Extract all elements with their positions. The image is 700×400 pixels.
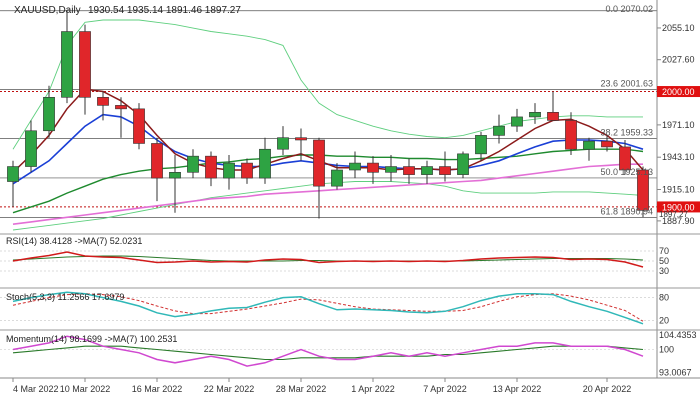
momentum-panel: Momentum(14) 98.1699 ->MA(7) 100.2531 10… xyxy=(0,329,700,378)
candle-body-23 xyxy=(421,166,433,175)
candle-body-16 xyxy=(295,137,307,141)
fib-label-23-6: 23.6 2001.63 xyxy=(600,79,653,89)
candle-body-30 xyxy=(547,112,559,121)
candle-body-9 xyxy=(169,172,181,179)
ma-long-line xyxy=(12,163,643,225)
momentum-tick-100: 100 xyxy=(659,345,674,355)
rsi-line xyxy=(12,251,644,268)
candle-body-14 xyxy=(259,148,271,179)
bollinger-lower xyxy=(12,181,644,231)
x-tick-label-0: 4 Mar 2022 xyxy=(13,384,59,394)
momentum-tick-high: 104.4353 xyxy=(659,330,697,340)
x-tick-label-6: 7 Apr 2022 xyxy=(423,384,467,394)
fib-label-38-2: 38.2 1959.33 xyxy=(600,127,653,137)
rsi-tick-30: 30 xyxy=(659,266,669,276)
price-tick-label-5: 1915.10 xyxy=(662,185,695,195)
candle-body-0 xyxy=(7,166,19,182)
stoch-k-line xyxy=(12,291,644,325)
candle-body-29 xyxy=(529,112,541,118)
price-tag-1900-text: 1900.00 xyxy=(662,202,695,212)
candle-body-15 xyxy=(277,137,289,150)
rsi-label: RSI(14) 38.4128 ->MA(7) 52.0231 xyxy=(6,236,142,246)
candle-body-3 xyxy=(61,31,73,98)
price-tag-2000-text: 2000.00 xyxy=(662,87,695,97)
fib-label-0: 0.0 2070.02 xyxy=(605,4,653,14)
candle-body-25 xyxy=(457,153,469,175)
ma-slow-line xyxy=(12,148,644,214)
candle-body-18 xyxy=(331,169,343,187)
price-axis: 2055.102027.601999.351971.101943.101915.… xyxy=(656,0,700,378)
candle-body-5 xyxy=(97,97,109,106)
stoch-tick-80: 80 xyxy=(659,293,669,303)
stoch-label: Stoch(5,3,3) 11.2566 17.6979 xyxy=(6,292,124,302)
fib-label-50: 50.0 1925.13 xyxy=(600,167,653,177)
ohlc-readout: 1930.54 1935.14 1891.46 1897.27 xyxy=(88,5,241,16)
rsi-tick-50: 50 xyxy=(659,256,669,266)
candle-body-26 xyxy=(475,135,487,155)
ma-mid-line xyxy=(12,113,644,185)
momentum-tick-low: 93.0067 xyxy=(659,368,692,378)
bollinger-upper xyxy=(12,19,643,150)
price-panel: XAUUSD,Daily 1930.54 1935.14 1891.46 189… xyxy=(0,4,657,231)
candle-body-27 xyxy=(493,125,505,136)
ma-fast-line xyxy=(12,88,644,173)
candle-body-7 xyxy=(133,108,145,144)
price-tick-label-0: 2055.10 xyxy=(662,23,695,33)
momentum-line xyxy=(12,335,644,367)
candle-body-8 xyxy=(151,143,163,179)
candle-body-6 xyxy=(115,105,127,110)
candle-body-28 xyxy=(511,116,523,127)
price-tick-label-1: 2027.60 xyxy=(662,55,695,65)
candle-body-22 xyxy=(403,166,415,175)
candle-body-24 xyxy=(439,166,451,175)
candle-body-20 xyxy=(367,162,379,173)
candle-body-4 xyxy=(79,31,91,98)
candle-body-11 xyxy=(205,155,217,179)
candle-body-35 xyxy=(637,169,649,211)
rsi-tick-70: 70 xyxy=(659,246,669,256)
candle-body-12 xyxy=(223,162,235,179)
x-tick-label-5: 1 Apr 2022 xyxy=(351,384,395,394)
symbol-label: XAUUSD,Daily xyxy=(14,5,81,16)
x-tick-label-3: 22 Mar 2022 xyxy=(204,384,255,394)
price-tick-label-3: 1971.10 xyxy=(662,120,695,130)
candle-body-13 xyxy=(241,162,253,179)
fib-label-61-8: 61.8 1890.94 xyxy=(600,206,653,216)
x-tick-label-7: 13 Apr 2022 xyxy=(493,384,542,394)
candle-body-32 xyxy=(583,140,595,150)
candle-body-10 xyxy=(187,155,199,173)
rsi-panel: RSI(14) 38.4128 ->MA(7) 52.0231 70 50 30 xyxy=(0,233,700,276)
current-price-label: 1897.27 xyxy=(659,210,688,219)
x-tick-label-4: 28 Mar 2022 xyxy=(276,384,327,394)
candle-body-33 xyxy=(601,140,613,148)
candle-body-21 xyxy=(385,166,397,173)
candle-body-31 xyxy=(565,120,577,150)
candle-body-2 xyxy=(43,97,55,132)
x-tick-label-8: 20 Apr 2022 xyxy=(583,384,632,394)
price-tag-1900 xyxy=(657,201,700,213)
rsi-ma-line xyxy=(12,255,644,262)
candle-body-19 xyxy=(349,162,361,171)
stoch-tick-20: 20 xyxy=(659,315,669,325)
price-tick-label-6: 1887.90 xyxy=(662,216,695,226)
momentum-label: Momentum(14) 98.1699 ->MA(7) 100.2531 xyxy=(6,334,177,344)
candle-body-1 xyxy=(25,130,37,167)
x-tick-label-1: 10 Mar 2022 xyxy=(60,384,111,394)
price-tag-2000 xyxy=(657,86,700,98)
candle-body-17 xyxy=(313,139,325,187)
x-tick-label-2: 16 Mar 2022 xyxy=(132,384,183,394)
price-tick-label-4: 1943.10 xyxy=(662,152,695,162)
candle-body-34 xyxy=(619,146,631,171)
time-axis: 4 Mar 2022 10 Mar 2022 16 Mar 2022 22 Mar 2… xyxy=(0,377,700,394)
stoch-panel: Stoch(5,3,3) 11.2566 17.6979 80 20 xyxy=(0,287,700,325)
